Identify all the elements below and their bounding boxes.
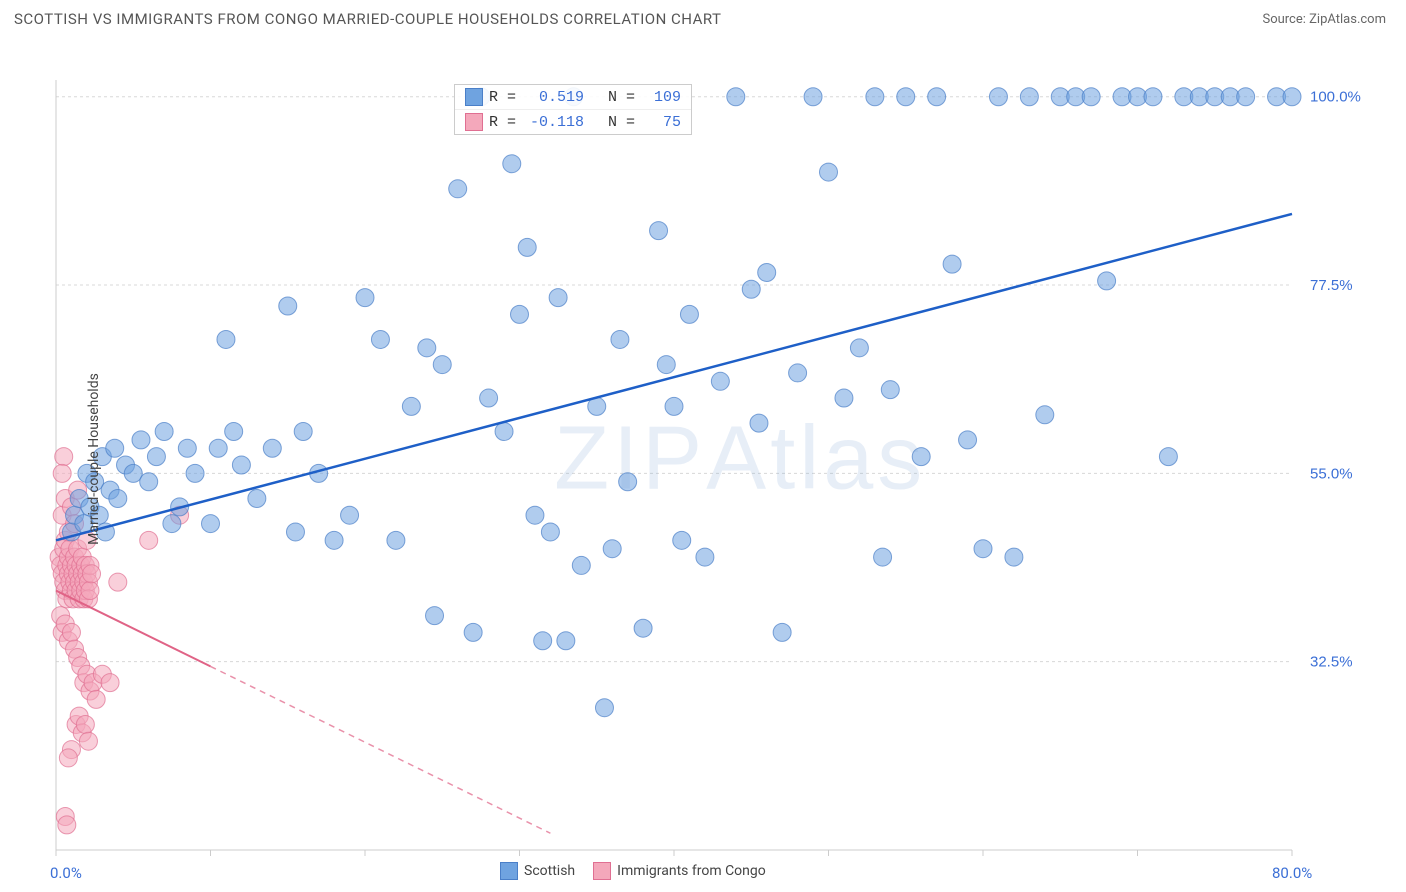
svg-text:55.0%: 55.0% <box>1310 465 1353 482</box>
scatter-plot: 32.5% 55.0% 77.5% 100.0% <box>0 34 1406 884</box>
legend-label: Immigrants from Congo <box>617 863 766 879</box>
legend-label: Scottish <box>524 863 575 879</box>
svg-text:100.0%: 100.0% <box>1310 89 1361 106</box>
x-axis-min-label: 0.0% <box>50 864 82 882</box>
x-axis-max-label: 80.0% <box>1272 864 1312 882</box>
legend-swatch <box>465 113 483 131</box>
legend-swatch <box>593 862 611 880</box>
legend-swatch <box>465 88 483 106</box>
source-label: Source: ZipAtlas.com <box>1262 12 1386 27</box>
series-legend: Scottish Immigrants from Congo <box>500 862 766 880</box>
y-axis-label: Married-couple Households <box>86 373 102 545</box>
chart-title: SCOTTISH VS IMMIGRANTS FROM CONGO MARRIE… <box>14 10 722 28</box>
correlation-stats-box: R = 0.519 N = 109R = -0.118 N = 75 <box>454 84 692 135</box>
legend-item: Scottish <box>500 862 575 880</box>
chart-area: Married-couple Households ZIPAtlas 32.5%… <box>0 34 1406 884</box>
legend-item: Immigrants from Congo <box>593 862 766 880</box>
legend-swatch <box>500 862 518 880</box>
svg-text:77.5%: 77.5% <box>1310 277 1353 294</box>
stats-row: R = 0.519 N = 109 <box>455 85 691 110</box>
stats-row: R = -0.118 N = 75 <box>455 110 691 134</box>
svg-text:32.5%: 32.5% <box>1310 654 1353 671</box>
